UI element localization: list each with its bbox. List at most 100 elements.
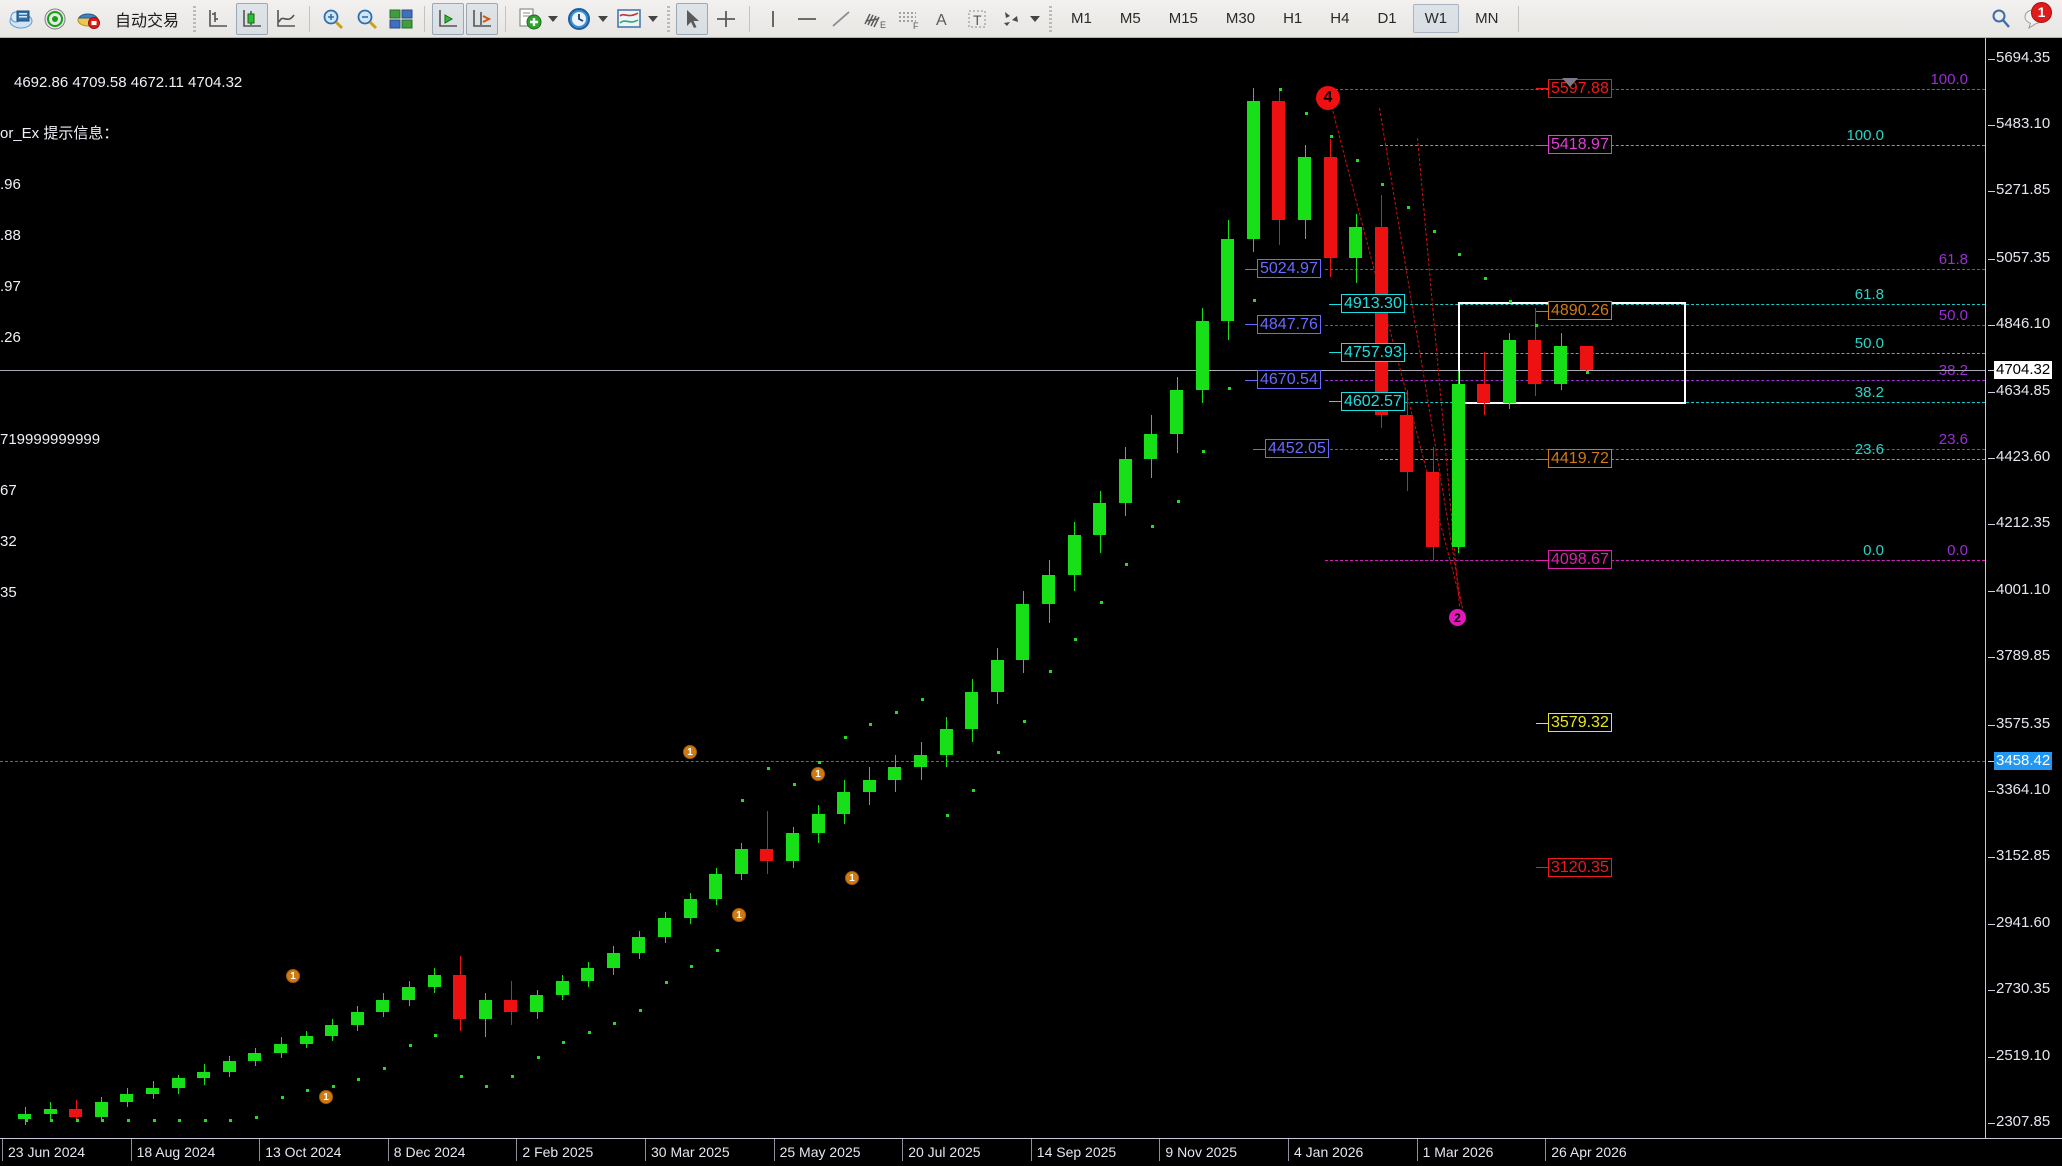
time-axis-tick — [1545, 1139, 1547, 1161]
timeframe-m5[interactable]: M5 — [1119, 10, 1141, 27]
price-tag[interactable]: 4913.30 — [1329, 294, 1405, 314]
candle-body — [504, 999, 518, 1013]
algo-trading-icon[interactable] — [73, 3, 105, 35]
time-axis-tick — [2, 1139, 3, 1161]
sar-dot — [639, 1009, 642, 1012]
price-axis-label: 3152.85 — [1996, 847, 2051, 865]
line-chart-icon[interactable] — [270, 3, 302, 35]
toolbar-divider-4 — [749, 5, 751, 32]
sar-dot — [332, 1085, 335, 1088]
candle-body — [248, 1053, 262, 1061]
price-tag[interactable]: 5418.97 — [1536, 135, 1612, 155]
cursor-icon[interactable] — [676, 2, 709, 35]
candlestick-chart-icon[interactable] — [236, 2, 269, 35]
signal-marker[interactable]: 1 — [319, 1090, 333, 1104]
signal-marker[interactable]: 1 — [683, 745, 697, 759]
candle-body — [1042, 575, 1055, 604]
signal-marker[interactable]: 1 — [732, 908, 746, 922]
horizontal-line-icon[interactable] — [791, 3, 823, 35]
price-tag[interactable]: 5597.88 — [1536, 78, 1612, 98]
price-axis[interactable]: 5694.35 5483.10 5271.85 5057.35 4846.10 4704.… — [1985, 38, 2062, 1138]
timeframe-h4[interactable]: H4 — [1330, 10, 1350, 27]
candle-body — [888, 767, 902, 780]
price-tag[interactable]: 5024.97 — [1245, 259, 1321, 278]
chart-shift-icon[interactable] — [432, 2, 465, 35]
candle-body — [658, 918, 671, 937]
sar-dot — [1253, 299, 1256, 302]
timeframe-m1[interactable]: M1 — [1071, 10, 1092, 27]
price-tag[interactable]: 4890.26 — [1536, 301, 1612, 321]
wave-label-2[interactable]: 2 — [1449, 609, 1466, 626]
vertical-line-icon[interactable] — [757, 3, 789, 35]
zoom-in-icon[interactable] — [317, 3, 349, 35]
price-tag-leader — [1329, 303, 1341, 305]
search-icon[interactable] — [1985, 3, 2017, 35]
new-indicator-dropdown-caret[interactable] — [548, 15, 559, 22]
templates-dropdown-caret[interactable] — [648, 15, 659, 22]
crosshair-icon[interactable] — [710, 3, 742, 35]
price-tag[interactable]: 3579.32 — [1536, 713, 1612, 733]
signals-radar-icon[interactable] — [39, 3, 71, 35]
templates-icon[interactable] — [613, 3, 645, 35]
arrows-dropdown-caret[interactable] — [1030, 15, 1041, 22]
price-axis-label: 4704.32 — [1994, 360, 2053, 379]
zoom-out-icon[interactable] — [351, 3, 383, 35]
trendline-icon[interactable] — [825, 3, 857, 35]
time-axis-tick — [902, 1139, 904, 1161]
toolbar-separator — [193, 5, 197, 32]
price-axis-label: 4423.60 — [1996, 448, 2051, 465]
sar-dot — [1381, 183, 1384, 186]
auto-trading-label[interactable]: 自动交易 — [115, 12, 180, 30]
chart-top-arrow-marker — [1562, 78, 1578, 87]
candle-body — [1016, 603, 1030, 661]
candle-body — [760, 848, 774, 862]
wave-label-4[interactable]: 4 — [1316, 86, 1340, 110]
timeframe-w1[interactable]: W1 — [1412, 4, 1460, 33]
notification-bubble-icon[interactable]: 1 — [2019, 1, 2052, 34]
toolbar-divider-2 — [424, 5, 426, 32]
candle-body — [1554, 346, 1567, 384]
price-tag[interactable]: 4419.72 — [1536, 449, 1612, 469]
candle-body — [530, 995, 543, 1013]
text-label-icon[interactable]: A — [927, 3, 959, 35]
new-indicator-icon[interactable] — [513, 3, 545, 35]
timeframe-m15[interactable]: M15 — [1168, 10, 1198, 27]
timeframe-h1[interactable]: H1 — [1283, 10, 1303, 27]
price-tag[interactable]: 3120.35 — [1536, 857, 1612, 877]
price-chart[interactable]: 4692.86 4709.58 4672.11 4704.32 or_Ex 提示… — [0, 38, 1985, 1138]
timeframe-m30[interactable]: M30 — [1225, 10, 1256, 27]
price-tag[interactable]: 4098.67 — [1536, 550, 1612, 570]
sar-dot — [127, 1119, 130, 1122]
price-tag[interactable]: 4670.54 — [1245, 370, 1321, 390]
timeframe-d1[interactable]: D1 — [1377, 10, 1397, 27]
fib-purple-label: 38.2 — [1938, 362, 1968, 380]
svg-text:E: E — [880, 20, 886, 30]
price-tag[interactable]: 4602.57 — [1329, 391, 1405, 411]
timeframe-mn[interactable]: MN — [1475, 10, 1499, 27]
bar-chart-icon[interactable] — [202, 3, 234, 35]
period-dropdown-caret[interactable] — [598, 15, 609, 22]
arrows-icon[interactable] — [995, 3, 1027, 35]
tile-windows-icon[interactable] — [385, 3, 417, 35]
fibonacci-icon[interactable]: F — [893, 3, 925, 35]
sar-dot — [1228, 387, 1231, 390]
fib-purple-line — [1325, 380, 1985, 382]
sar-dot — [281, 1096, 284, 1099]
signal-marker[interactable]: 1 — [286, 969, 300, 983]
signal-marker[interactable]: 1 — [845, 871, 859, 885]
elliott-wave-icon[interactable]: E — [859, 3, 891, 35]
candle-body — [1528, 339, 1542, 384]
auto-scroll-icon[interactable] — [466, 2, 499, 35]
time-axis[interactable]: 23 Jun 2024 18 Aug 2024 13 Oct 2024 8 Dec 2… — [0, 1138, 2062, 1166]
candle-body — [427, 974, 441, 988]
text-box-icon[interactable]: T — [961, 3, 993, 35]
price-tag[interactable]: 4847.76 — [1245, 314, 1321, 334]
price-tag[interactable]: 4452.05 — [1253, 439, 1329, 459]
candle-body — [171, 1078, 185, 1088]
price-tag[interactable]: 4757.93 — [1329, 342, 1405, 362]
candle-body — [709, 874, 723, 900]
signal-marker[interactable]: 1 — [811, 767, 825, 781]
period-clock-icon[interactable] — [563, 3, 595, 35]
news-cloud-icon[interactable] — [5, 3, 37, 35]
